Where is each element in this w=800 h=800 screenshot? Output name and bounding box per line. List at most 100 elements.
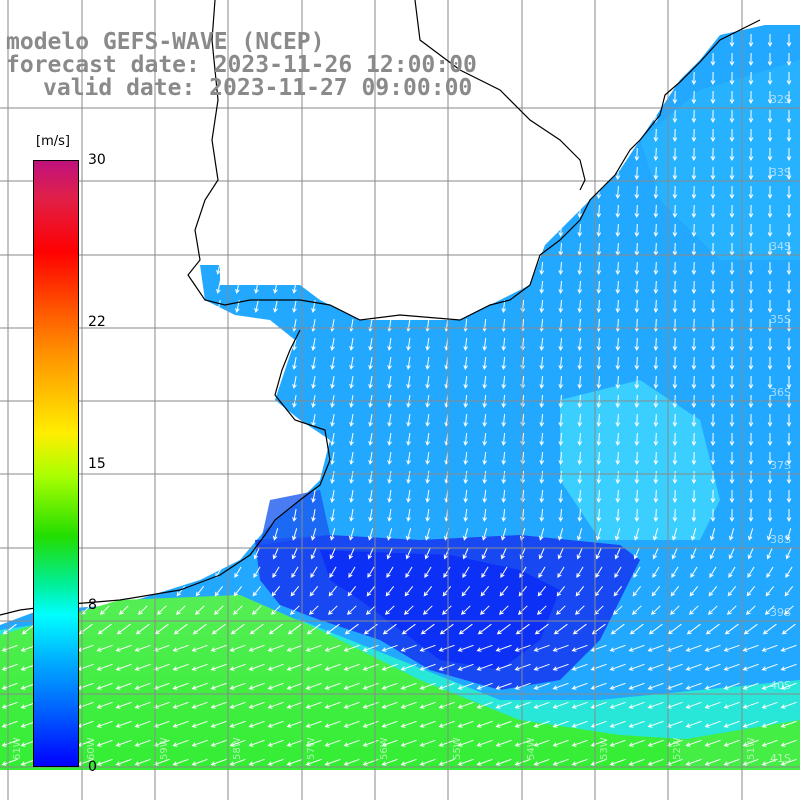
- wind-arrow: [651, 585, 661, 597]
- wind-arrow: [729, 147, 735, 162]
- wind-arrow: [628, 701, 645, 709]
- wind-arrow: [501, 318, 507, 333]
- wind-arrow: [767, 452, 773, 466]
- colorbar-unit: [m/s]: [36, 134, 70, 149]
- wind-arrow: [558, 375, 564, 390]
- ocean-deepest-blue: [320, 550, 560, 670]
- wind-arrow: [424, 566, 432, 579]
- wind-arrow: [175, 605, 186, 615]
- wind-arrow: [96, 701, 113, 709]
- wind-arrow: [558, 470, 564, 485]
- wind-arrow: [539, 451, 545, 466]
- wind-arrow: [685, 720, 702, 728]
- wind-arrow: [501, 432, 507, 447]
- longitude-label: 61W: [12, 737, 23, 760]
- wind-arrow: [501, 470, 507, 485]
- wind-arrow: [381, 663, 398, 671]
- wind-arrow: [400, 701, 417, 709]
- wind-arrow: [786, 167, 792, 181]
- wind-arrow: [1, 758, 18, 766]
- wind-arrow: [571, 720, 588, 728]
- wind-arrow: [691, 128, 697, 143]
- wind-arrow: [404, 585, 414, 597]
- wind-arrow: [780, 739, 797, 747]
- wind-arrow: [767, 319, 773, 333]
- wind-arrow: [476, 701, 493, 709]
- wind-arrow: [780, 682, 797, 690]
- wind-arrow: [761, 663, 778, 671]
- wind-arrow: [742, 739, 759, 747]
- wind-arrow: [96, 758, 113, 766]
- wind-arrow: [134, 644, 151, 652]
- wind-arrow: [194, 605, 205, 615]
- wind-arrow: [347, 585, 357, 597]
- wind-arrow: [576, 528, 583, 541]
- wind-arrow: [590, 701, 607, 709]
- wind-arrow: [172, 758, 189, 766]
- wind-arrow: [229, 644, 246, 652]
- wind-arrow: [628, 682, 645, 690]
- wind-arrow: [406, 490, 411, 503]
- wind-arrow: [1, 682, 18, 690]
- wind-arrow: [254, 300, 259, 313]
- wind-arrow: [481, 528, 488, 541]
- wind-arrow: [745, 605, 756, 615]
- wind-arrow: [729, 356, 735, 371]
- wind-arrow: [723, 644, 740, 652]
- wind-arrow: [786, 452, 792, 466]
- wind-arrow: [615, 318, 621, 333]
- latitude-label: 37S: [770, 459, 791, 472]
- wind-arrow: [311, 376, 316, 389]
- wind-arrow: [539, 508, 545, 523]
- wind-arrow: [134, 739, 151, 747]
- wind-arrow: [118, 605, 129, 615]
- wind-arrow: [784, 585, 794, 597]
- wind-arrow: [710, 508, 716, 523]
- wind-arrow: [647, 663, 664, 671]
- wind-arrow: [96, 720, 113, 728]
- colorbar-tick-label: 0: [88, 759, 97, 775]
- wind-arrow: [689, 585, 699, 597]
- wind-arrow: [672, 147, 678, 162]
- wind-arrow: [115, 663, 132, 671]
- wind-arrow: [786, 509, 792, 523]
- wind-arrow: [742, 682, 759, 690]
- wind-arrow: [672, 128, 678, 143]
- wind-arrow: [685, 663, 702, 671]
- wind-arrow: [273, 281, 278, 294]
- wind-arrow: [742, 758, 759, 766]
- wind-arrow: [785, 566, 793, 579]
- wind-arrow: [647, 682, 664, 690]
- wind-arrow: [615, 261, 621, 276]
- wind-arrow: [785, 547, 792, 560]
- wind-arrow: [292, 357, 297, 370]
- wind-arrow: [267, 682, 284, 690]
- latitude-label: 40S: [770, 679, 791, 692]
- wind-arrow: [691, 280, 697, 295]
- wind-arrow: [381, 758, 398, 766]
- wind-arrow: [670, 585, 680, 597]
- wind-arrow: [685, 701, 702, 709]
- wind-arrow: [691, 166, 697, 181]
- wind-arrow: [748, 432, 754, 447]
- wind-arrow: [330, 452, 335, 465]
- wind-arrow: [137, 605, 148, 615]
- longitude-label: 58W: [232, 737, 243, 760]
- wind-arrow: [405, 566, 413, 579]
- wind-arrow: [767, 509, 773, 523]
- wind-arrow: [381, 739, 398, 747]
- wind-arrow: [748, 356, 754, 371]
- wind-arrow: [685, 682, 702, 690]
- wind-arrow: [577, 204, 583, 219]
- wind-arrow: [457, 720, 474, 728]
- wind-arrow: [729, 166, 735, 181]
- wind-arrow: [653, 280, 659, 295]
- wind-arrow: [786, 148, 792, 162]
- wind-arrow: [710, 356, 716, 371]
- wind-arrow: [229, 663, 246, 671]
- wind-arrow: [425, 471, 430, 484]
- wind-arrow: [728, 547, 735, 560]
- wind-arrow: [463, 413, 469, 428]
- wind-arrow: [438, 739, 455, 747]
